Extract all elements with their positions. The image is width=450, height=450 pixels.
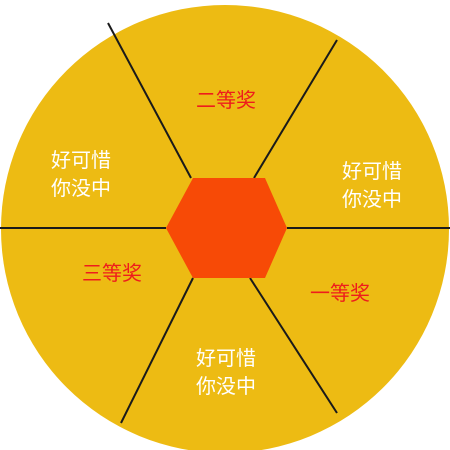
segment-label-line: 你没中 (51, 176, 111, 200)
segment-label-line: 你没中 (342, 187, 402, 211)
divider-line (249, 277, 338, 414)
segment-label-line: 一等奖 (310, 281, 370, 305)
prize-segment-label: 二等奖 (196, 88, 256, 112)
prize-segment-label: 三等奖 (82, 261, 142, 285)
divider-line (107, 22, 192, 179)
divider-line (120, 277, 194, 424)
segment-label-line: 好可惜 (51, 148, 111, 172)
wheel-dividers (0, 22, 450, 424)
segment-label-line: 好可惜 (342, 159, 402, 183)
segment-label-line: 你没中 (196, 374, 256, 398)
segment-label-line: 好可惜 (196, 346, 256, 370)
segment-label-line: 二等奖 (196, 88, 256, 112)
segment-label-line: 三等奖 (82, 261, 142, 285)
divider-line (253, 39, 338, 179)
wheel-hub[interactable] (166, 178, 287, 278)
prize-segment-label: 一等奖 (310, 281, 370, 305)
